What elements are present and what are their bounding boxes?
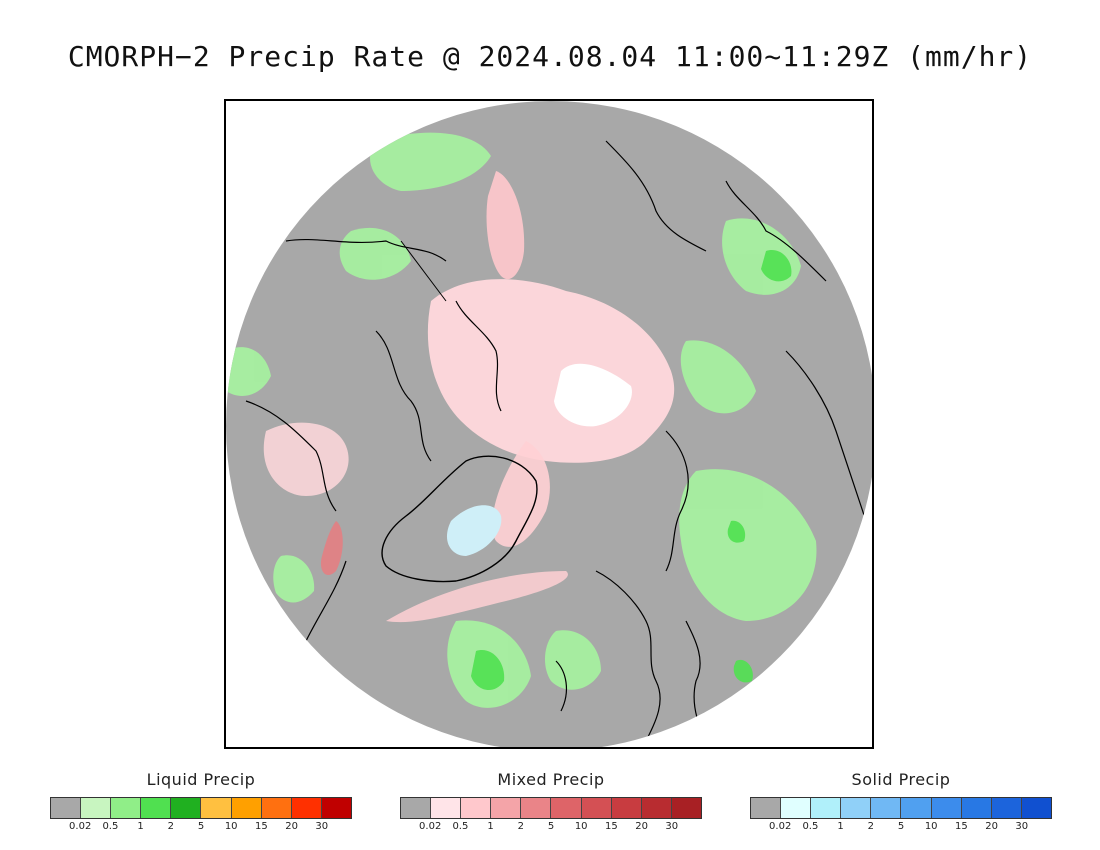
legend-swatch — [51, 798, 82, 818]
legend-tick-label: 1 — [487, 821, 494, 832]
legend-tick-label: 15 — [955, 821, 968, 832]
mixed-precip-north-pacific — [486, 171, 525, 280]
legend-swatch — [1021, 798, 1051, 818]
legend-swatch — [931, 798, 962, 818]
legend-swatch — [401, 798, 432, 818]
legend-ticks: 0.02 0.5 1 2 5 10 15 20 30 — [400, 821, 702, 835]
greenland-outline — [381, 455, 538, 583]
legend-swatch — [641, 798, 672, 818]
legend-swatch — [261, 798, 292, 818]
liquid-precip-patches — [226, 132, 817, 708]
legend-tick-label: 1 — [837, 821, 844, 832]
legend-tick-label: 0.02 — [69, 821, 92, 832]
legend-swatch — [111, 798, 142, 818]
legend-title: Liquid Precip — [146, 770, 256, 789]
legend-tick-label: 5 — [197, 821, 205, 832]
legend-mixed-precip: Mixed Precip 0.02 0.5 1 2 5 10 15 20 30 — [400, 770, 702, 835]
legend-tick-label: 2 — [517, 821, 524, 832]
legend-tick-label: 0.02 — [769, 821, 792, 832]
legend-swatch — [491, 798, 522, 818]
legend-liquid-precip: Liquid Precip 0.02 0.5 1 2 5 10 15 20 30 — [50, 770, 352, 835]
legend-tick-label: 2 — [867, 821, 874, 832]
legend-title: Mixed Precip — [497, 770, 605, 789]
legend-swatch — [291, 798, 322, 818]
legend-swatch — [521, 798, 552, 818]
polar-precip-map — [224, 99, 874, 749]
legend-tick-label: 20 — [285, 821, 298, 832]
legend-swatch — [581, 798, 612, 818]
legend-colorbar — [50, 797, 352, 819]
legend-tick-label: 30 — [665, 821, 679, 832]
legend-swatch — [551, 798, 582, 818]
legend-swatch — [231, 798, 262, 818]
liquid-precip-cores — [471, 250, 792, 691]
legend-swatch — [141, 798, 172, 818]
legend-swatch — [81, 798, 112, 818]
legend-colorbar — [400, 797, 702, 819]
legend-tick-label: 0.5 — [802, 821, 819, 832]
legend-tick-label: 5 — [897, 821, 905, 832]
legend-tick-label: 5 — [547, 821, 555, 832]
map-canvas — [226, 101, 872, 747]
legend-swatch — [171, 798, 202, 818]
legend-swatch — [991, 798, 1022, 818]
legend-swatch — [431, 798, 462, 818]
mixed-precip-atlantic-band — [386, 571, 568, 623]
legend-tick-label: 20 — [635, 821, 648, 832]
mixed-precip-canada — [263, 422, 349, 496]
legend-swatch — [201, 798, 232, 818]
solid-precip-greenland — [446, 505, 502, 556]
legend-swatch — [901, 798, 932, 818]
legend-tick-label: 10 — [574, 821, 588, 832]
coastlines — [245, 140, 867, 742]
legend-tick-label: 0.5 — [452, 821, 469, 832]
solid-precip-pole — [554, 363, 632, 427]
legend-ticks: 0.02 0.5 1 2 5 10 15 20 30 — [750, 821, 1052, 835]
map-title: CMORPH−2 Precip Rate @ 2024.08.04 11:00~… — [67, 40, 1033, 73]
legend-tick-label: 30 — [315, 821, 329, 832]
legend-swatch — [671, 798, 701, 818]
legend-tick-label: 20 — [985, 821, 998, 832]
legend-swatch — [811, 798, 842, 818]
mixed-precip-labrador — [320, 521, 343, 576]
legend-swatch — [781, 798, 812, 818]
legend-swatch — [961, 798, 992, 818]
legend-tick-label: 1 — [137, 821, 144, 832]
legend-solid-precip: Solid Precip 0.02 0.5 1 2 5 10 15 20 30 — [750, 770, 1052, 835]
legend-tick-label: 0.02 — [419, 821, 442, 832]
alaska-canada-border — [400, 240, 447, 302]
legend-tick-label: 15 — [605, 821, 618, 832]
legend-swatch — [871, 798, 902, 818]
legend-tick-label: 15 — [255, 821, 268, 832]
legend-tick-label: 10 — [224, 821, 238, 832]
legend-tick-label: 30 — [1015, 821, 1029, 832]
legend-ticks: 0.02 0.5 1 2 5 10 15 20 30 — [50, 821, 352, 835]
legend-swatch — [611, 798, 642, 818]
legend-title: Solid Precip — [851, 770, 951, 789]
legend-colorbar — [750, 797, 1052, 819]
legend-tick-label: 0.5 — [102, 821, 119, 832]
legend-swatch — [841, 798, 872, 818]
legend-swatch — [321, 798, 351, 818]
mixed-precip-greenland-strip — [492, 441, 550, 547]
legend-tick-label: 2 — [167, 821, 174, 832]
legend-tick-label: 10 — [924, 821, 938, 832]
legend-swatch — [751, 798, 782, 818]
legend-swatch — [461, 798, 492, 818]
